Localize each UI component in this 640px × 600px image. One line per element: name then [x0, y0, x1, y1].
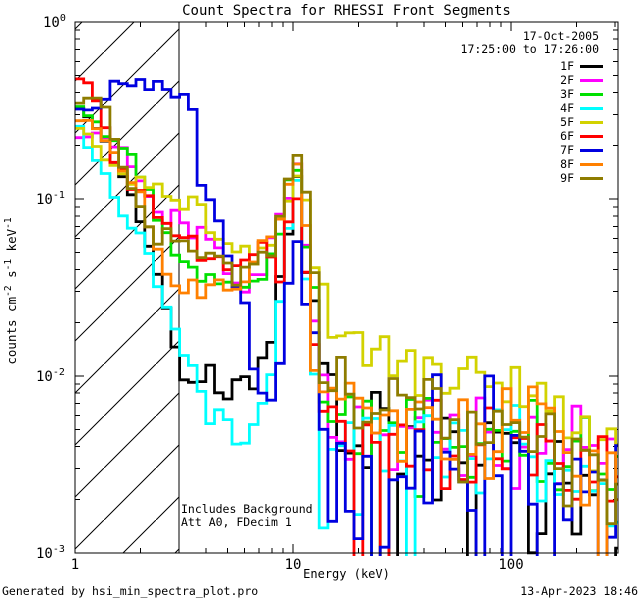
legend-swatch-3f	[580, 92, 603, 96]
legend-swatch-1f	[580, 64, 603, 68]
series-9F	[75, 96, 618, 526]
legend-swatch-6f	[580, 134, 603, 138]
legend-item-2f: 2F	[560, 73, 603, 87]
x-tick-label: 10	[285, 557, 302, 573]
axis-tick-labels: 1 10 100 100 10-1 10-2 10-3	[36, 13, 524, 573]
legend-item-3f: 3F	[560, 87, 603, 101]
series-4F	[75, 124, 618, 556]
legend-swatch-4f	[580, 106, 603, 110]
y-tick-label: 10-3	[36, 544, 65, 562]
legend-label-5f: 5F	[560, 115, 574, 129]
attenuator-note: Att A0, FDecim 1	[181, 515, 292, 529]
legend-swatch-8f	[580, 162, 603, 166]
observation-info: 17-Oct-2005 17:25:00 to 17:26:00	[461, 30, 599, 56]
legend-swatch-9f	[580, 176, 603, 180]
y-tick-label: 10-1	[36, 190, 65, 208]
legend-item-1f: 1F	[560, 59, 603, 73]
legend-label-4f: 4F	[560, 101, 574, 115]
plot-annotations: Includes Background Att A0, FDecim 1	[181, 503, 313, 529]
legend-item-4f: 4F	[560, 101, 603, 115]
render-timestamp: 13-Apr-2023 18:46	[520, 584, 638, 598]
legend-label-2f: 2F	[560, 73, 574, 87]
generator-credit: Generated by hsi_min_spectra_plot.pro	[2, 584, 259, 598]
y-tick-label: 100	[43, 13, 66, 31]
observation-date: 17-Oct-2005	[522, 29, 599, 43]
background-note: Includes Background	[181, 502, 313, 516]
observation-time-range: 17:25:00 to 17:26:00	[460, 42, 599, 56]
legend-label-3f: 3F	[560, 87, 574, 101]
series-7F	[75, 78, 618, 556]
series-5F	[75, 127, 618, 473]
x-tick-label: 1	[71, 557, 79, 573]
plot-frame	[74, 21, 619, 554]
y-axis-label: counts cm-2 s-1 keV-1	[3, 217, 19, 365]
spectra-series	[75, 77, 618, 556]
legend-swatch-2f	[580, 78, 603, 82]
legend-label-9f: 9F	[560, 171, 574, 185]
legend-swatch-7f	[580, 148, 603, 152]
legend-item-9f: 9F	[560, 171, 603, 185]
legend-item-7f: 7F	[560, 143, 603, 157]
legend-item-5f: 5F	[560, 115, 603, 129]
legend: 1F 2F 3F 4F 5F 6F 7F 8F 9F	[560, 59, 603, 185]
x-axis-label: Energy (keV)	[303, 567, 390, 581]
legend-swatch-5f	[580, 120, 603, 124]
legend-label-7f: 7F	[560, 143, 574, 157]
series-6F	[75, 77, 618, 556]
x-tick-label: 100	[498, 557, 523, 573]
y-tick-label: 10-2	[36, 367, 65, 385]
legend-label-1f: 1F	[560, 59, 574, 73]
legend-label-6f: 6F	[560, 129, 574, 143]
legend-label-8f: 8F	[560, 157, 574, 171]
series-8F	[75, 119, 618, 556]
plot-title: Count Spectra for RHESSI Front Segments	[182, 3, 511, 19]
series-3F	[75, 105, 618, 556]
legend-item-6f: 6F	[560, 129, 603, 143]
legend-item-8f: 8F	[560, 157, 603, 171]
